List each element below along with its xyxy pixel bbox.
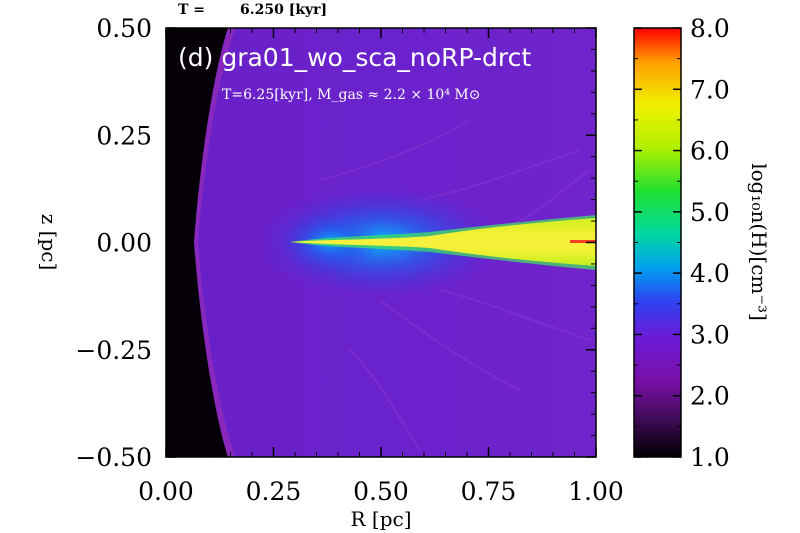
x-tick-label: 0.75 xyxy=(461,477,517,506)
header-time-label: T = xyxy=(178,2,205,18)
disk-core xyxy=(570,240,596,243)
y-axis-ticks: 0.50 0.25 0.00 −0.25 −0.50 xyxy=(75,14,596,472)
density-heatmap xyxy=(166,28,596,457)
colorbar-ticks: 8.0 7.0 6.0 5.0 4.0 3.0 2.0 1.0 xyxy=(634,14,730,472)
x-tick-label: 1.00 xyxy=(568,477,624,506)
colorbar-tick-label: 7.0 xyxy=(690,75,730,104)
y-axis-label: z [pc] xyxy=(37,214,61,271)
x-axis-label: R [pc] xyxy=(350,507,411,531)
y-tick-label: 0.00 xyxy=(96,229,152,258)
y-tick-label: −0.25 xyxy=(75,336,152,365)
y-tick-label: −0.50 xyxy=(75,443,152,472)
x-tick-label: 0.00 xyxy=(138,477,194,506)
colorbar-tick-label: 5.0 xyxy=(690,198,730,227)
x-tick-label: 0.50 xyxy=(353,477,409,506)
colorbar-tick-label: 8.0 xyxy=(690,14,730,43)
x-axis-ticks: 0.00 0.25 0.50 0.75 1.00 xyxy=(138,28,624,506)
colorbar-tick-label: 4.0 xyxy=(690,259,730,288)
colorbar-tick-label: 3.0 xyxy=(690,320,730,349)
panel-title: (d) gra01_wo_sca_noRP-drct xyxy=(178,43,531,72)
y-tick-label: 0.50 xyxy=(96,14,152,43)
colorbar-label: log₁₀n(H)[cm⁻³] xyxy=(747,163,771,321)
colorbar-tick-label: 2.0 xyxy=(690,382,730,411)
y-tick-label: 0.25 xyxy=(96,121,152,150)
evacuated-cavity xyxy=(166,28,228,457)
x-tick-label: 0.25 xyxy=(246,477,302,506)
colorbar xyxy=(633,27,682,458)
dense-disk xyxy=(290,218,596,266)
colorbar-tick-label: 6.0 xyxy=(690,137,730,166)
colorbar-tick-label: 1.0 xyxy=(690,443,730,472)
panel-subtitle: T=6.25[kyr], M_gas ≈ 2.2 × 10⁴ M⊙ xyxy=(222,87,480,103)
header-time-value: 6.250 [kyr] xyxy=(240,2,327,18)
